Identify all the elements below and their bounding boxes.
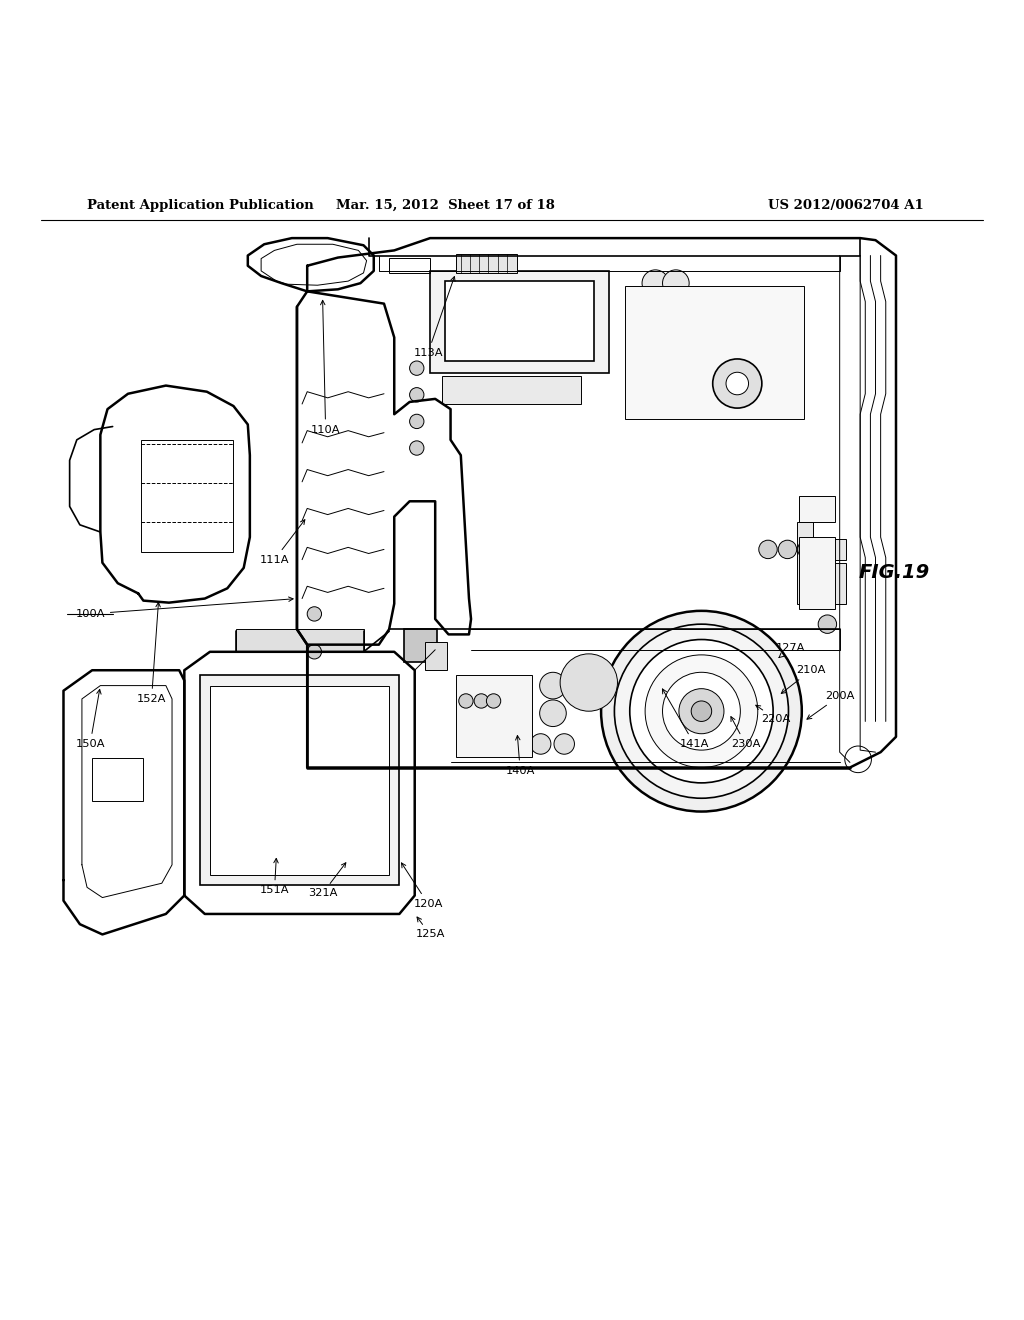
Bar (389, 257, 430, 273)
Circle shape (630, 639, 773, 783)
Circle shape (554, 734, 574, 754)
Circle shape (601, 611, 802, 812)
Text: Patent Application Publication: Patent Application Publication (87, 199, 313, 211)
Circle shape (540, 700, 566, 726)
Text: 321A: 321A (308, 863, 346, 899)
Circle shape (614, 624, 788, 799)
Circle shape (713, 359, 762, 408)
Circle shape (679, 689, 724, 734)
Circle shape (663, 269, 689, 297)
Circle shape (759, 540, 777, 558)
Text: 127A: 127A (776, 643, 805, 657)
Bar (799, 537, 835, 609)
Bar (141, 440, 233, 553)
Circle shape (663, 293, 689, 319)
Bar (425, 642, 447, 671)
Text: 210A: 210A (781, 665, 825, 693)
Circle shape (691, 701, 712, 722)
Bar (819, 562, 846, 603)
Circle shape (560, 653, 617, 711)
Text: 200A: 200A (807, 690, 854, 719)
Bar (210, 685, 389, 875)
Circle shape (798, 540, 816, 558)
Circle shape (666, 322, 686, 343)
Circle shape (307, 607, 322, 622)
Text: 110A: 110A (311, 301, 340, 434)
Bar (442, 376, 581, 404)
Circle shape (726, 372, 749, 395)
Bar (456, 676, 532, 758)
Text: Mar. 15, 2012  Sheet 17 of 18: Mar. 15, 2012 Sheet 17 of 18 (336, 199, 555, 211)
Text: 111A: 111A (260, 520, 305, 565)
Circle shape (459, 694, 473, 708)
Text: 151A: 151A (260, 858, 289, 895)
Bar (430, 271, 609, 374)
Text: 150A: 150A (76, 689, 104, 748)
Circle shape (642, 269, 669, 297)
Circle shape (645, 322, 666, 343)
Bar (797, 521, 813, 603)
Text: FIG.19: FIG.19 (858, 564, 930, 582)
Circle shape (642, 293, 669, 319)
Text: 125A: 125A (416, 917, 444, 940)
Bar (456, 255, 517, 273)
Bar (819, 539, 846, 560)
Circle shape (474, 694, 488, 708)
Circle shape (307, 644, 322, 659)
Circle shape (530, 734, 551, 754)
Bar (799, 496, 835, 521)
Text: 152A: 152A (137, 602, 166, 704)
Circle shape (540, 672, 566, 698)
Text: 140A: 140A (506, 735, 535, 776)
Bar (236, 630, 364, 652)
Bar (92, 758, 143, 801)
Circle shape (410, 441, 424, 455)
Text: 113A: 113A (414, 277, 455, 358)
Bar (404, 630, 437, 663)
Text: 141A: 141A (663, 689, 709, 748)
Circle shape (410, 360, 424, 375)
Circle shape (663, 672, 740, 750)
Text: US 2012/0062704 A1: US 2012/0062704 A1 (768, 199, 924, 211)
Circle shape (507, 734, 527, 754)
Circle shape (818, 615, 837, 634)
Bar (445, 281, 594, 360)
Text: 230A: 230A (731, 717, 760, 748)
Text: 100A: 100A (76, 597, 293, 619)
Bar (200, 676, 399, 886)
Circle shape (410, 414, 424, 429)
Text: 120A: 120A (401, 863, 442, 908)
Circle shape (645, 655, 758, 767)
Bar (625, 286, 804, 420)
Circle shape (778, 540, 797, 558)
Circle shape (486, 694, 501, 708)
Circle shape (845, 746, 871, 772)
Text: 220A: 220A (756, 705, 791, 725)
Circle shape (410, 388, 424, 403)
